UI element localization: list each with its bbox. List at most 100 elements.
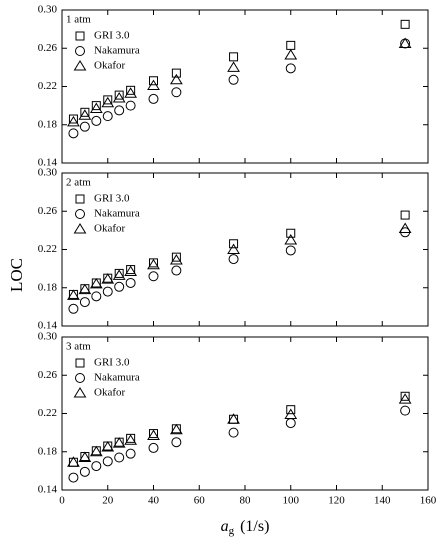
legend-marker: [75, 194, 85, 204]
marker-triangle: [78, 451, 92, 462]
marker-triangle: [89, 277, 103, 289]
legend-label: Okafor: [94, 223, 125, 235]
y-tick-label: 0.18: [38, 118, 58, 130]
marker-square: [400, 391, 410, 401]
marker-circle: [171, 87, 182, 98]
legend-marker: [75, 31, 85, 41]
marker-triangle: [67, 456, 80, 467]
legend-label: Nakamura: [94, 372, 140, 384]
marker-square: [126, 85, 136, 95]
marker-circle: [91, 291, 102, 302]
marker-square: [149, 76, 158, 86]
marker-circle: [114, 452, 125, 463]
marker-triangle: [147, 79, 160, 91]
legend-label: GRI 3.0: [94, 193, 130, 205]
marker-triangle: [67, 115, 80, 127]
x-tick-label: 40: [148, 495, 160, 507]
marker-triangle: [112, 437, 126, 448]
legend-label: GRI 3.0: [94, 30, 130, 42]
marker-circle: [79, 297, 90, 308]
marker-triangle: [147, 429, 160, 440]
y-tick-label: 0.14: [38, 157, 58, 169]
x-tick-label: 60: [194, 495, 206, 507]
marker-triangle: [101, 96, 115, 108]
x-axis-label: ag (1/s): [221, 518, 270, 537]
y-tick-label: 0.14: [38, 484, 58, 496]
legend-marker: [75, 209, 85, 219]
marker-circle: [228, 427, 239, 438]
marker-triangle: [67, 289, 80, 300]
x-axis-label-sub: g: [229, 525, 235, 537]
y-tick-label: 0.14: [38, 320, 58, 332]
marker-circle: [102, 456, 113, 467]
marker-circle: [285, 245, 296, 256]
x-tick-label: 160: [420, 495, 437, 507]
marker-square: [286, 40, 296, 50]
marker-circle: [114, 105, 125, 116]
marker-triangle: [112, 269, 126, 280]
legend-marker: [75, 46, 85, 56]
marker-triangle: [284, 408, 298, 419]
marker-square: [400, 19, 410, 29]
marker-square: [286, 228, 296, 238]
marker-triangle: [284, 233, 298, 245]
marker-square: [286, 405, 296, 415]
x-axis-label-unit: (1/s): [240, 518, 269, 535]
x-tick-label: 80: [240, 495, 252, 507]
marker-square: [91, 101, 101, 111]
marker-circle: [400, 405, 411, 416]
x-tick-label: 140: [374, 495, 391, 507]
legend-label: GRI 3.0: [94, 357, 130, 369]
y-axis-label: LOC: [7, 258, 26, 292]
marker-triangle: [112, 92, 126, 103]
legend-marker: [73, 223, 87, 234]
marker-circle: [125, 277, 136, 288]
marker-circle: [79, 466, 90, 477]
marker-square: [171, 252, 181, 262]
marker-triangle: [398, 37, 412, 48]
marker-circle: [148, 442, 159, 453]
marker-square: [68, 114, 78, 124]
marker-triangle: [227, 61, 240, 72]
marker-square: [229, 239, 239, 249]
marker-triangle: [89, 445, 103, 457]
y-tick-label: 0.30: [38, 167, 58, 179]
marker-circle: [68, 472, 79, 483]
marker-circle: [68, 128, 79, 139]
legend-marker: [73, 60, 87, 71]
legend-label: Nakamura: [94, 45, 140, 57]
y-tick-label: 0.22: [38, 243, 57, 255]
y-tick-label: 0.26: [38, 369, 58, 381]
marker-triangle: [398, 393, 412, 404]
panel-label: 3 atm: [66, 341, 91, 353]
y-tick-label: 0.18: [38, 281, 58, 293]
marker-triangle: [124, 434, 138, 445]
y-tick-label: 0.26: [38, 205, 58, 217]
marker-circle: [102, 286, 113, 297]
marker-circle: [68, 303, 79, 314]
marker-triangle: [101, 273, 115, 284]
marker-triangle: [169, 73, 183, 85]
marker-triangle: [78, 109, 92, 120]
marker-circle: [91, 115, 102, 126]
marker-circle: [91, 461, 102, 472]
x-tick-label: 120: [328, 495, 345, 507]
legend-marker: [73, 387, 87, 398]
legend-label: Okafor: [94, 387, 125, 399]
marker-square: [400, 210, 410, 220]
marker-circle: [79, 121, 90, 132]
marker-square: [229, 52, 239, 62]
marker-circle: [228, 74, 239, 85]
marker-triangle: [124, 87, 138, 98]
y-tick-label: 0.22: [38, 407, 57, 419]
marker-circle: [228, 254, 239, 265]
marker-triangle: [89, 102, 103, 113]
marker-circle: [114, 281, 125, 292]
marker-square: [171, 68, 181, 78]
x-tick-label: 20: [102, 495, 114, 507]
marker-triangle: [227, 243, 240, 254]
marker-triangle: [101, 441, 115, 452]
marker-triangle: [124, 265, 138, 276]
legend-marker: [75, 373, 85, 383]
marker-triangle: [227, 413, 240, 424]
